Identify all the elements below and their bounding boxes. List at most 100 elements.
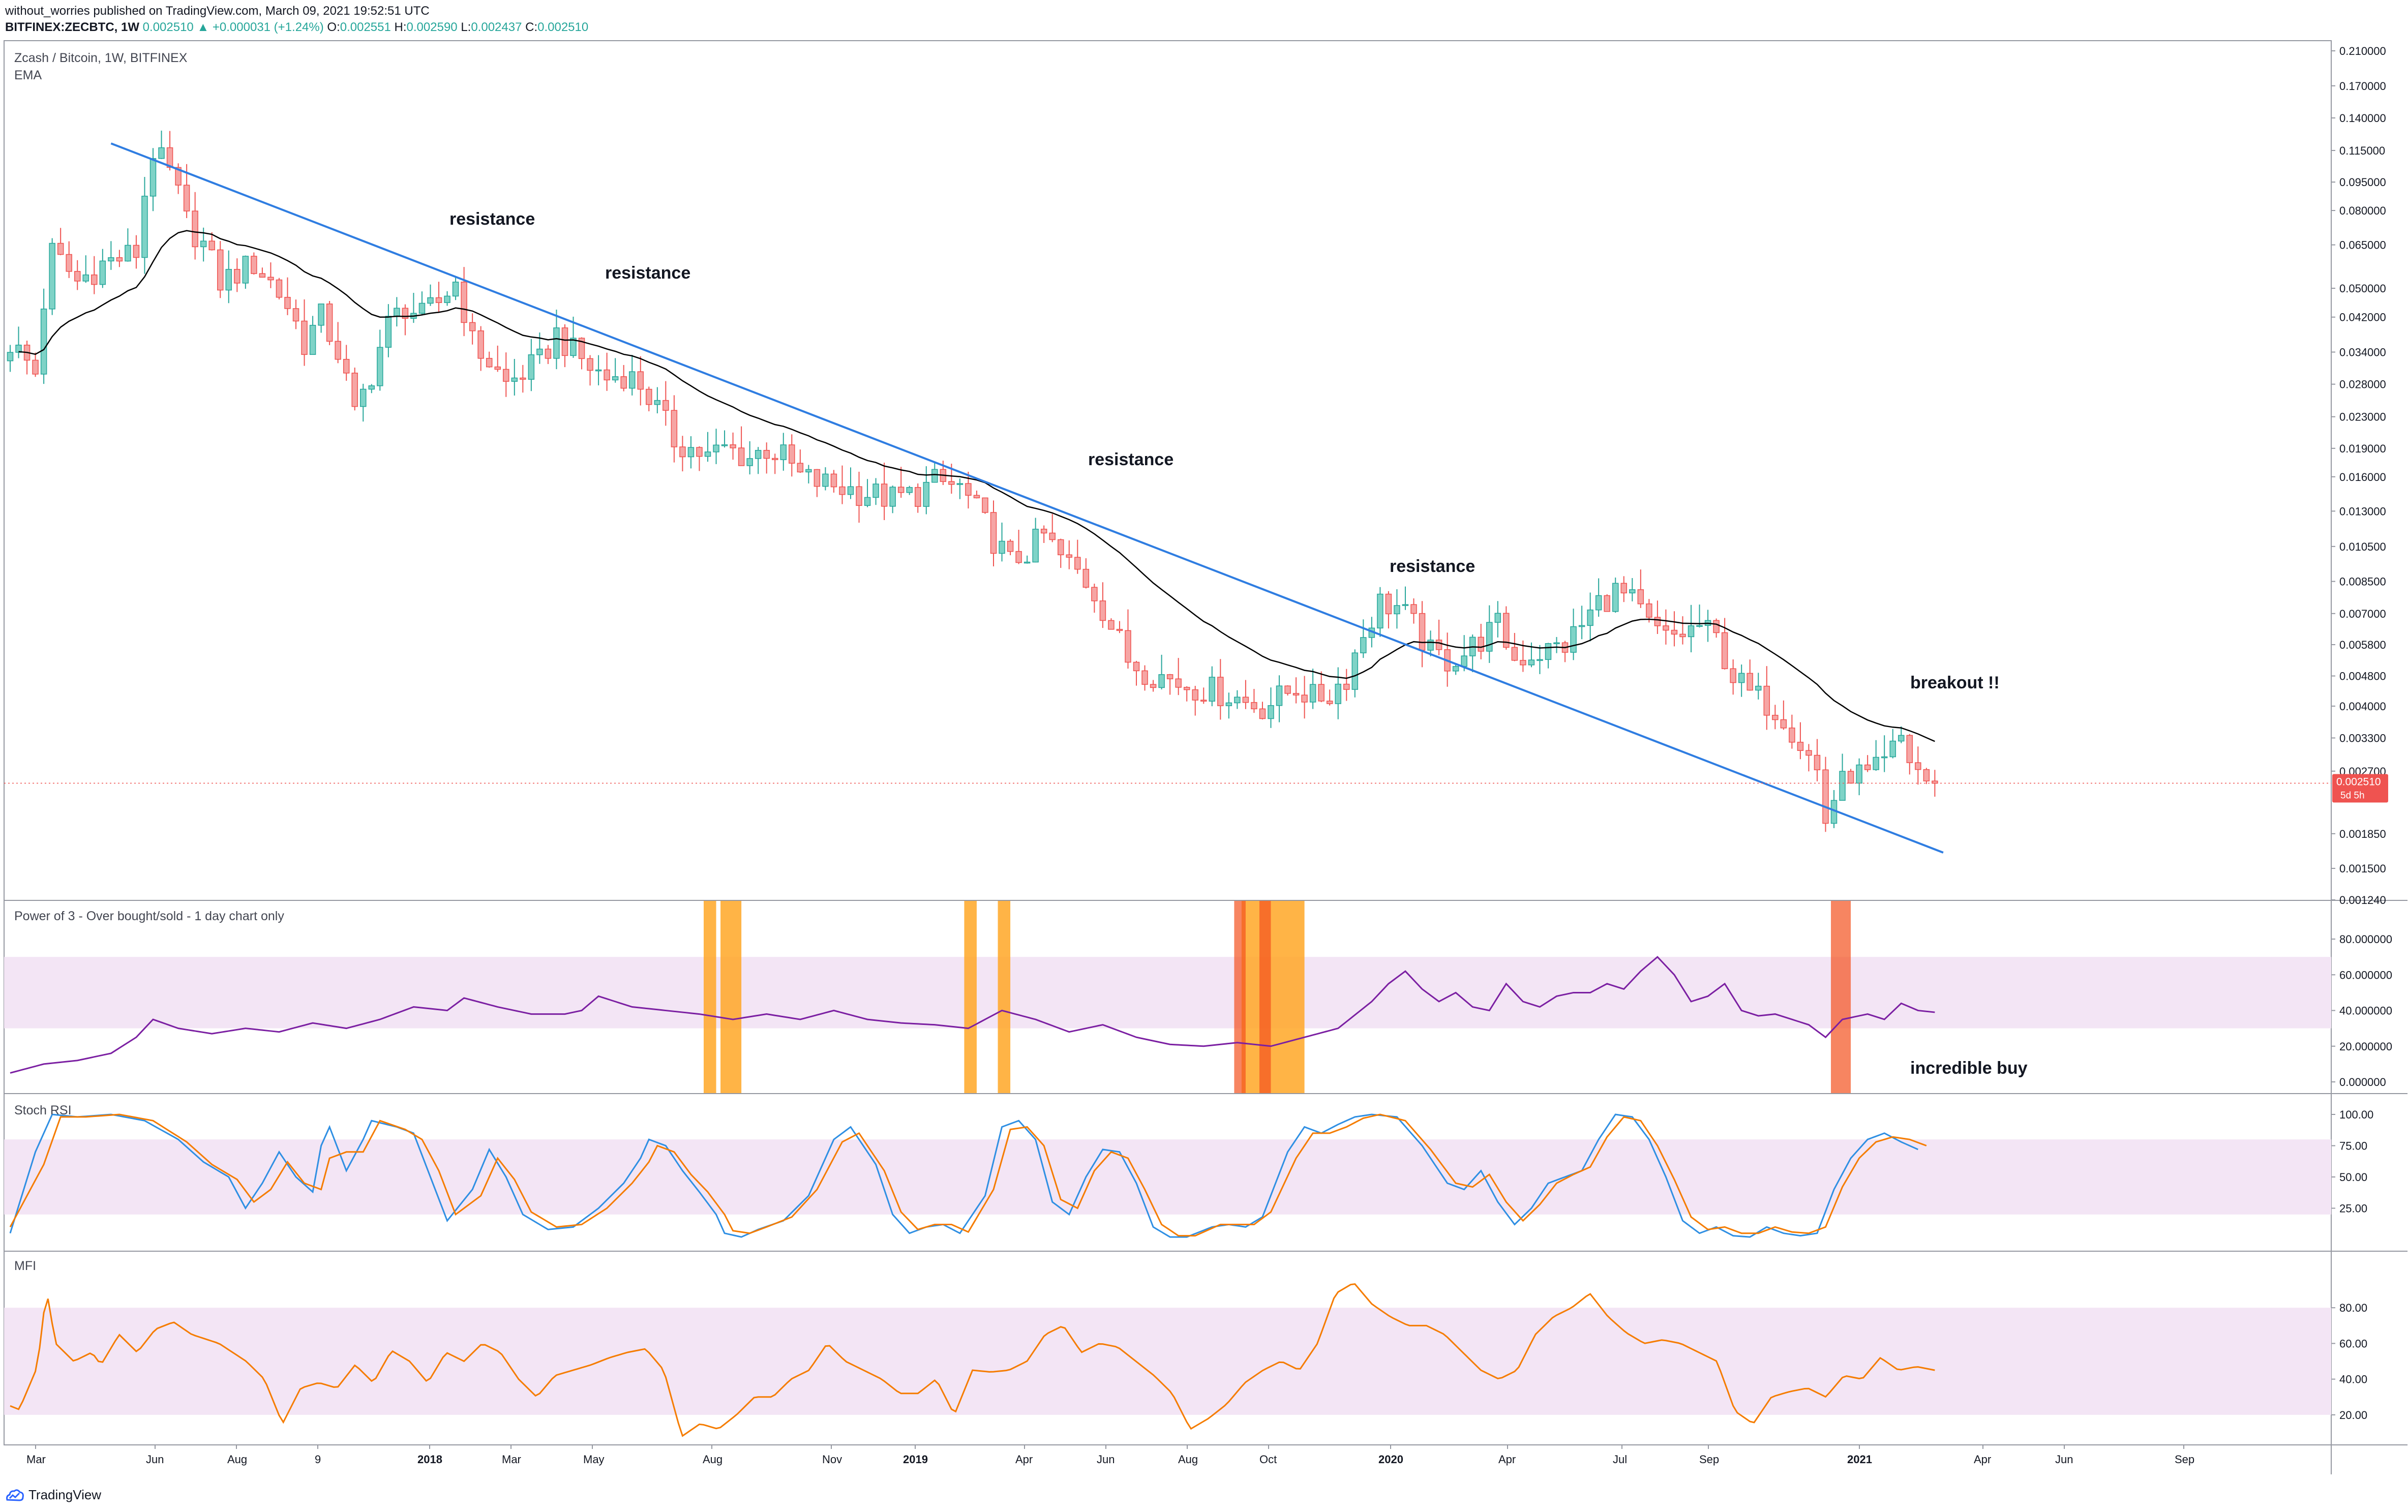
candle bbox=[755, 447, 762, 474]
candle-body bbox=[394, 308, 400, 317]
candle bbox=[1276, 675, 1283, 722]
candle-body bbox=[1772, 715, 1779, 720]
candle-body bbox=[1234, 697, 1241, 704]
power-of-3-line bbox=[10, 956, 1935, 1074]
candle-body bbox=[494, 366, 501, 370]
candle-body bbox=[830, 473, 837, 488]
incredible-buy-annotation: incredible buy bbox=[1910, 1059, 2028, 1078]
candle-body bbox=[402, 308, 409, 319]
candle bbox=[326, 300, 333, 345]
candle-body bbox=[822, 473, 829, 487]
candle-body bbox=[763, 450, 770, 459]
time-axis-label: Jul bbox=[1613, 1453, 1627, 1466]
time-axis-label: Apr bbox=[1015, 1453, 1033, 1466]
candle bbox=[427, 284, 434, 306]
price-axis-label: 0.023000 bbox=[2339, 411, 2386, 424]
candle-body bbox=[1427, 640, 1434, 651]
candle-body bbox=[99, 260, 106, 285]
indicator-axis-label: 40.00 bbox=[2339, 1373, 2367, 1386]
candle bbox=[1125, 609, 1131, 669]
candle bbox=[604, 352, 610, 391]
candle-body bbox=[1637, 589, 1644, 604]
candle-body bbox=[116, 257, 123, 262]
candle bbox=[545, 345, 552, 365]
candle-body bbox=[74, 271, 81, 282]
candle-body bbox=[1478, 637, 1484, 652]
candle bbox=[1780, 700, 1787, 730]
extreme-oversold-highlight bbox=[1259, 901, 1271, 1093]
candle bbox=[82, 255, 89, 283]
mfi-line bbox=[10, 1283, 1935, 1437]
candle-body bbox=[864, 497, 871, 506]
candle bbox=[1335, 667, 1341, 719]
candle-body bbox=[32, 359, 39, 375]
candle bbox=[671, 395, 678, 463]
candle bbox=[1620, 576, 1628, 602]
candle-body bbox=[1604, 595, 1610, 612]
candle bbox=[284, 277, 291, 315]
candle-body bbox=[259, 273, 266, 278]
candle bbox=[158, 130, 165, 159]
candle bbox=[847, 467, 854, 499]
candle bbox=[452, 277, 459, 300]
candle-body bbox=[1402, 604, 1409, 606]
candle-body bbox=[1284, 685, 1291, 694]
candle-body bbox=[713, 444, 719, 452]
candle-body bbox=[965, 483, 972, 496]
candle-body bbox=[276, 279, 283, 298]
price-axis-label: 0.042000 bbox=[2339, 311, 2386, 324]
chart-annotation: breakout !! bbox=[1910, 673, 2000, 692]
candle-body bbox=[1268, 705, 1274, 719]
candle bbox=[872, 478, 879, 505]
candle bbox=[1183, 686, 1190, 702]
candle-body bbox=[166, 147, 173, 168]
candle bbox=[1637, 569, 1644, 608]
resistance-trendline bbox=[110, 142, 1944, 854]
price-axis-label: 0.003300 bbox=[2339, 732, 2386, 744]
candle-body bbox=[805, 469, 812, 473]
candle bbox=[1427, 630, 1434, 656]
candle bbox=[1141, 665, 1148, 691]
candle bbox=[889, 486, 896, 513]
tradingview-logo[interactable]: TradingView bbox=[5, 1487, 101, 1503]
candle-body bbox=[839, 486, 846, 495]
candle-body bbox=[1326, 701, 1333, 704]
candle-body bbox=[66, 254, 72, 272]
candle-body bbox=[897, 487, 905, 493]
close-label: C: bbox=[525, 20, 538, 34]
candle-body bbox=[1419, 613, 1426, 651]
candle-body bbox=[789, 444, 795, 464]
candle-body bbox=[1671, 629, 1678, 635]
candle bbox=[469, 313, 476, 345]
candle bbox=[217, 240, 224, 298]
price-axis-label: 0.016000 bbox=[2339, 471, 2386, 483]
candle-body bbox=[1646, 603, 1652, 618]
price-axis-label: 0.050000 bbox=[2339, 282, 2386, 295]
candle-body bbox=[149, 158, 157, 197]
candle bbox=[587, 355, 593, 386]
close-value: 0.002510 bbox=[537, 20, 589, 34]
candle-body bbox=[914, 487, 921, 507]
candle bbox=[738, 426, 745, 466]
indicator-axis-label: 80.00 bbox=[2339, 1302, 2367, 1314]
candle-body bbox=[1915, 762, 1921, 770]
time-axis-label: 2018 bbox=[417, 1453, 442, 1466]
candle bbox=[612, 358, 619, 383]
candle-body bbox=[1074, 557, 1081, 570]
candle-body bbox=[721, 444, 728, 446]
price-axis-label: 0.210000 bbox=[2339, 45, 2386, 57]
candle-body bbox=[82, 274, 89, 282]
price-axis-label: 0.013000 bbox=[2339, 505, 2386, 518]
candle-body bbox=[730, 444, 736, 448]
candle-body bbox=[553, 327, 560, 359]
tradingview-brand: TradingView bbox=[28, 1487, 102, 1502]
candle-body bbox=[1125, 630, 1131, 663]
oversold-highlight bbox=[964, 901, 977, 1093]
indicator-axis-label: 0.000000 bbox=[2339, 1076, 2386, 1088]
candle bbox=[1864, 755, 1871, 772]
candle-body bbox=[175, 167, 182, 186]
candle-body bbox=[520, 377, 526, 380]
price-axis-label: 0.001500 bbox=[2339, 862, 2386, 875]
symbol-name[interactable]: BITFINEX:ZECBTC, 1W bbox=[5, 20, 139, 34]
